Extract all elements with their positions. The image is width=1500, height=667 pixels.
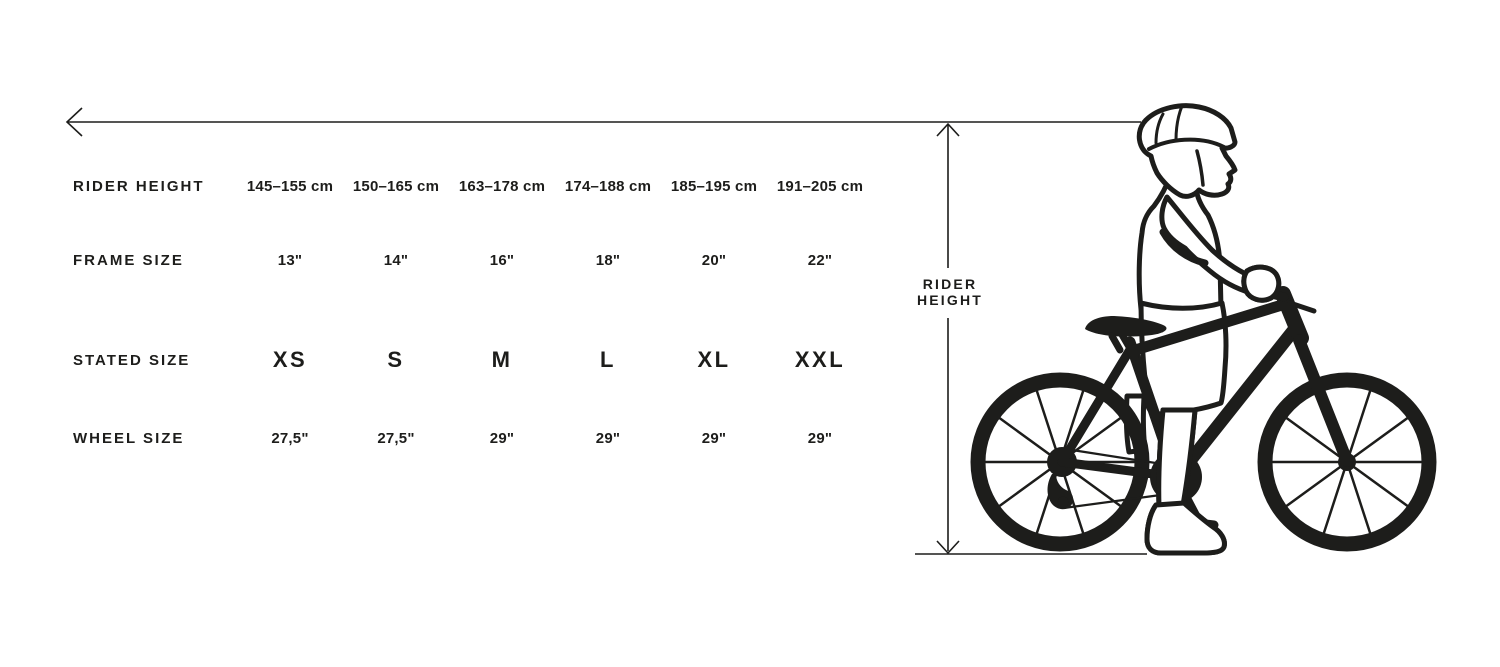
helmet-vent-line xyxy=(1174,104,1184,142)
head-tube xyxy=(1275,286,1309,346)
stated-size-value-6: XXL xyxy=(794,347,846,372)
rider-height-value-3: 163–178 cm xyxy=(458,177,546,195)
seatstay xyxy=(1057,343,1136,467)
wheel-size-value-2: 27,5" xyxy=(377,429,415,447)
down-tube xyxy=(1171,324,1300,483)
fork xyxy=(1293,334,1353,467)
frame-size-value-6: 22" xyxy=(807,251,833,269)
row-label-rider-height: RIDER HEIGHT xyxy=(73,177,205,195)
stated-size-value-5: XL xyxy=(697,347,731,372)
saddle xyxy=(1085,316,1167,337)
up-arrowhead-icon xyxy=(936,122,960,137)
wheel-size-value-1: 27,5" xyxy=(271,429,309,447)
bicycle xyxy=(970,286,1437,552)
brake-lever xyxy=(1287,300,1317,314)
front-wheel xyxy=(1257,372,1437,552)
dimension-label-line2: HEIGHT xyxy=(916,291,984,308)
frame-size-value-3: 16" xyxy=(489,251,515,269)
wheel-size-value-6: 29" xyxy=(807,429,833,447)
stated-size-value-3: M xyxy=(491,347,513,372)
wheel-size-value-5: 29" xyxy=(701,429,727,447)
row-label-wheel-size: WHEEL SIZE xyxy=(73,429,185,447)
rider-arm xyxy=(1159,194,1256,296)
frame-size-value-1: 13" xyxy=(277,251,303,269)
derailleur-pulley xyxy=(1057,496,1069,508)
dimension-label-line1: RIDER xyxy=(922,276,978,292)
frame-size-value-2: 14" xyxy=(383,251,409,269)
frame-size-value-5: 20" xyxy=(701,251,727,269)
stated-size-value-2: S xyxy=(387,347,405,372)
chain-top xyxy=(1071,448,1163,466)
table-row-frame-size: FRAME SIZE 13" 14" 16" 18" 20" 22" xyxy=(73,244,873,276)
rider-height-value-1: 145–155 cm xyxy=(246,177,334,195)
seatpost xyxy=(1117,329,1139,361)
down-arrowhead-icon xyxy=(936,540,960,555)
table-row-rider-height: RIDER HEIGHT 145–155 cm 150–165 cm 163–1… xyxy=(73,170,873,202)
helmet-vent-line xyxy=(1154,112,1165,145)
rider-height-dimension xyxy=(65,107,1147,555)
rider-height-value-5: 185–195 cm xyxy=(670,177,758,195)
helmet-strap xyxy=(1195,149,1205,187)
left-arrowhead-icon xyxy=(65,107,83,137)
chain-bottom xyxy=(1063,492,1169,510)
frame-size-value-4: 18" xyxy=(595,251,621,269)
row-label-frame-size: FRAME SIZE xyxy=(73,251,184,269)
helmet-rim-line xyxy=(1147,137,1226,151)
wheel-size-value-3: 29" xyxy=(489,429,515,447)
table-row-wheel-size: WHEEL SIZE 27,5" 27,5" 29" 29" 29" 29" xyxy=(73,422,873,454)
saddle-clamp xyxy=(1108,332,1124,354)
rider-height-dimension-label: RIDER HEIGHT xyxy=(878,276,1022,308)
wheel-size-value-4: 29" xyxy=(595,429,621,447)
top-tube xyxy=(1126,299,1288,357)
rider-height-value-6: 191–205 cm xyxy=(776,177,864,195)
rider-head-helmet xyxy=(1136,103,1238,199)
rider-height-value-2: 150–165 cm xyxy=(352,177,440,195)
row-label-stated-size: STATED SIZE xyxy=(73,351,191,369)
rider-height-value-4: 174–188 cm xyxy=(564,177,652,195)
sleeve-band xyxy=(1159,228,1209,267)
table-row-stated-size: STATED SIZE XS S M L XL XXL xyxy=(73,344,873,376)
stated-size-value-1: XS xyxy=(272,347,308,372)
stated-size-value-4: L xyxy=(600,347,616,372)
